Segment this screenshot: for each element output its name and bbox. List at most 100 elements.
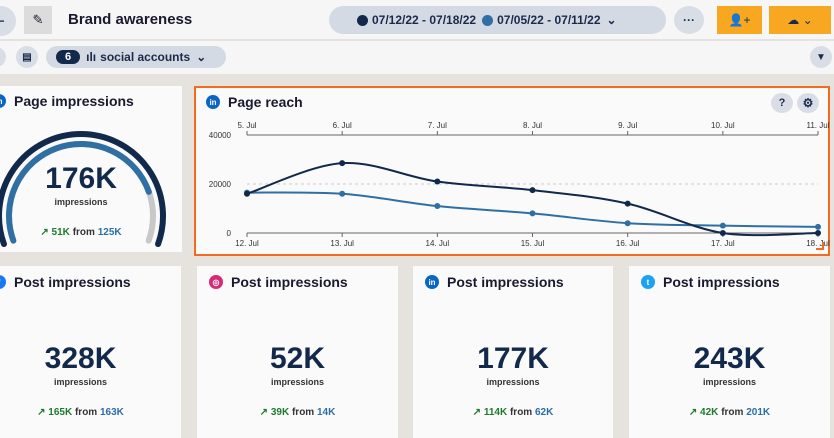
metric-unit: impressions [270,377,325,387]
post-impressions-card[interactable]: ◎ Post impressions 52K impressions ↗ 39K … [197,266,398,438]
metric-unit: impressions [702,377,757,387]
y-tick-label: 0 [227,229,232,238]
gauge-previous-arc [6,140,152,244]
card-title: ◎ Post impressions [209,274,348,290]
page-reach-card[interactable]: in Page reach ? ⚙ 0 20000 40000 12. Jul 13. J… [194,86,830,256]
x-tick-label-previous: 11. Jul [807,121,830,130]
account-count-badge: 6 [56,50,81,64]
from-label: from [74,407,98,418]
gauge-value: 176K [45,162,117,195]
data-point-current [529,187,536,194]
back-button[interactable]: − [0,6,16,36]
instagram-icon: ◎ [209,275,223,289]
trend-up-icon: ↗ [472,407,484,418]
question-icon: ? [778,97,786,109]
filter-button[interactable]: ▼ [810,46,832,68]
previous-value: 201K [746,407,771,418]
add-user-button[interactable]: 👤+ [717,6,762,34]
accounts-label: social accounts [100,50,191,64]
data-point-current [339,160,346,167]
x-tick-label: 15. Jul [521,239,545,248]
post-impressions-card[interactable]: f Post impressions 328K impressions ↗ 165… [0,266,181,438]
gear-icon: ⚙ [802,96,814,110]
linkedin-icon: in [0,94,6,108]
x-tick-label-previous: 6. Jul [333,121,352,130]
series-line-current [246,162,819,237]
x-tick-label-previous: 7. Jul [428,121,447,130]
data-point-previous [719,222,726,229]
data-point-previous [815,223,821,230]
metric-delta: ↗ 114K from 62K [413,407,613,419]
chevron-down-icon: ⌄ [196,50,207,64]
twitter-icon: t [641,275,655,289]
settings-button[interactable]: ⚙ [797,93,819,113]
post-impressions-card[interactable]: in Post impressions 177K impressions ↗ 11… [413,266,613,438]
trend-up-icon: ↗ [688,407,701,418]
post-impressions-card[interactable]: t Post impressions 243K impressions ↗ 42K… [629,266,830,438]
previous-period-dot [482,14,494,26]
data-point-current [434,178,441,185]
delta-value: 165K [48,407,73,418]
filter-bar: ▤ 6 ılı social accounts ⌄ ▼ [0,41,834,74]
card-title-text: Page reach [228,94,303,110]
metric-delta: ↗ 42K from 201K [629,407,830,419]
card-title: in Page reach [206,94,303,110]
filter-toggle[interactable] [0,47,6,67]
metric-value: 243K [693,342,766,375]
x-tick-label: 17. Jul [711,239,735,248]
card-title-text: Post impressions [14,274,131,290]
more-button[interactable]: ··· [674,6,704,34]
x-tick-label: 18. Jul [806,239,830,248]
trend-up-icon: ↗ [40,227,52,238]
trend-up-icon: ↗ [37,407,49,418]
card-title-text: Page impressions [14,93,134,109]
linkedin-icon: in [425,275,439,289]
trend-up-icon: ↗ [259,407,271,418]
data-point-previous [434,203,441,210]
previous-value: 125K [97,227,122,238]
data-point-current [815,230,821,236]
social-accounts-selector[interactable]: 6 ılı social accounts ⌄ [46,46,226,68]
card-title: f Post impressions [0,274,131,290]
metric-value: 328K [44,342,117,375]
data-point-current [719,230,726,236]
metric-value: 52K [269,342,326,375]
add-user-icon: 👤+ [728,13,751,27]
gauge [0,131,166,248]
reach-chart: 0 20000 40000 12. Jul 13. Jul 14. Jul 15. Jul 1… [209,121,830,248]
current-period-dot [357,14,368,26]
date-range-selector[interactable]: 07/12/22 - 07/18/22 07/05/22 - 07/11/22 … [329,6,666,34]
edit-button[interactable]: ✎ [24,6,52,34]
x-tick-label: 16. Jul [616,239,640,248]
previous-value: 163K [99,407,124,418]
date-current: 07/12/22 - 07/18/22 [372,13,477,27]
previous-value: 62K [534,407,554,418]
delta-value: 51K [51,227,70,238]
funnel-icon: ▼ [816,51,826,63]
gauge-current-arc [0,131,166,248]
x-tick-label-previous: 9. Jul [618,121,637,130]
series-line-previous [246,191,819,228]
from-label: from [291,407,315,418]
resize-handle[interactable] [816,242,824,250]
comment-button[interactable]: ▤ [16,46,38,68]
download-button[interactable]: ☁ ⌄ [769,6,831,34]
facebook-icon: f [0,275,6,289]
metric-unit: impressions [53,377,108,387]
top-bar: − ✎ Brand awareness 07/12/22 - 07/18/22 … [0,0,834,40]
data-point-current [624,200,631,207]
from-label: from [509,407,533,418]
metric-value: 177K [477,342,549,375]
card-title: in Post impressions [425,274,564,290]
gauge-delta: ↗ 51K from 125K [0,227,182,239]
delta-value: 42K [700,407,719,418]
chevron-down-icon: ⌄ [606,13,617,27]
x-tick-label-previous: 8. Jul [523,121,542,130]
card-title-text: Post impressions [231,274,348,290]
data-point-current [244,190,250,197]
page-impressions-card[interactable]: in Page impressions 176K impressions ↗ 51… [0,86,182,252]
help-button[interactable]: ? [771,93,793,113]
data-point-previous [529,210,536,217]
cloud-download-icon: ☁ ⌄ [787,13,813,27]
metric-delta: ↗ 165K from 163K [0,407,181,419]
